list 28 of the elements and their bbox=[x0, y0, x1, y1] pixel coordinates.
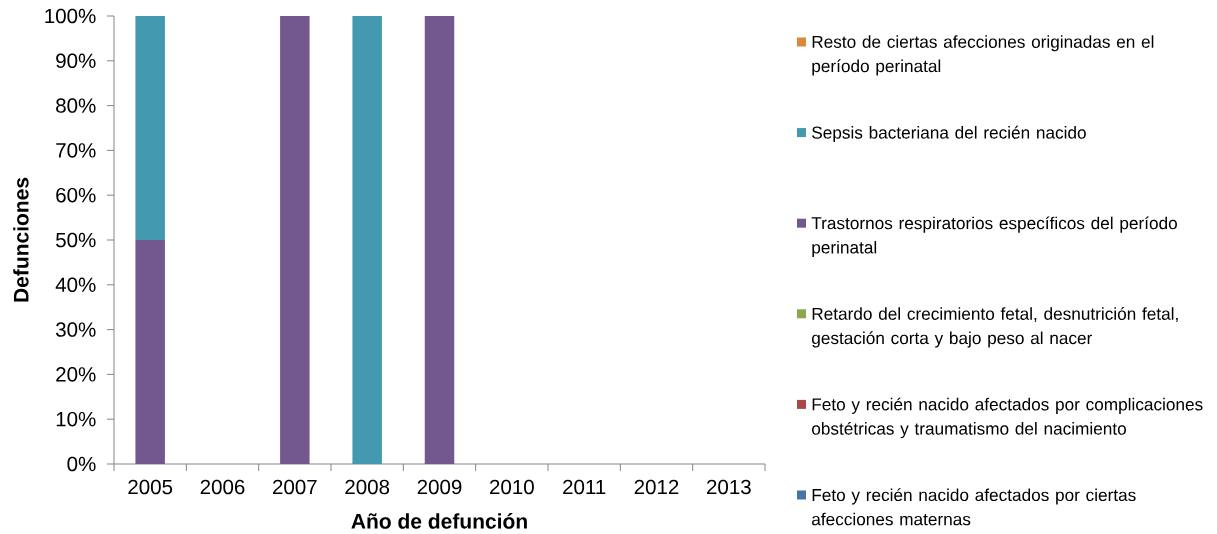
y-tick-label: 50% bbox=[56, 232, 96, 248]
y-tick-label: 20% bbox=[56, 367, 96, 382]
x-tick-label: 2011 bbox=[563, 479, 606, 495]
legend-label: Resto de ciertas afecciones originadas en el período perinatal bbox=[812, 35, 1154, 76]
y-tick-label: 0% bbox=[67, 456, 96, 472]
y-tick-label: 90% bbox=[56, 53, 96, 69]
x-tick-label: 2009 bbox=[417, 479, 462, 495]
legend-label: Feto y recién nacido afectados por ciertas afecciones maternas bbox=[812, 488, 1136, 526]
x-tick-label: 2008 bbox=[345, 479, 390, 495]
y-tick-label: 40% bbox=[55, 277, 96, 293]
y-tick-label: 100% bbox=[45, 8, 96, 24]
x-tick-label: 2007 bbox=[273, 479, 317, 495]
y-tick-label: 10% bbox=[56, 411, 96, 427]
x-tick-label: 2010 bbox=[490, 479, 534, 495]
x-axis-title: Año de defunción bbox=[351, 513, 527, 529]
legend-label: Retardo del crecimiento fetal, desnutrición fetal, gestación corta y bajo peso al nacer bbox=[812, 307, 1178, 348]
y-tick-label: 80% bbox=[56, 98, 96, 113]
x-tick-label: 2013 bbox=[707, 479, 751, 495]
legend-label: Feto y recién nacido afectados por complicaciones obstétricas y traumatismo del nacimiento bbox=[812, 397, 1203, 439]
legend-label: Sepsis bacteriana del recién nacido bbox=[812, 125, 1086, 143]
x-tick-label: 2005 bbox=[128, 479, 173, 495]
y-tick-label: 70% bbox=[56, 143, 96, 158]
legend-label: Trastornos respiratorios específicos del período perinatal bbox=[811, 216, 1177, 257]
x-tick-label: 2012 bbox=[634, 479, 679, 495]
y-axis-title: Defunciones bbox=[13, 177, 29, 302]
x-tick-label: 2006 bbox=[200, 479, 245, 495]
y-tick-label: 30% bbox=[55, 322, 96, 337]
y-tick-label: 60% bbox=[56, 187, 96, 203]
